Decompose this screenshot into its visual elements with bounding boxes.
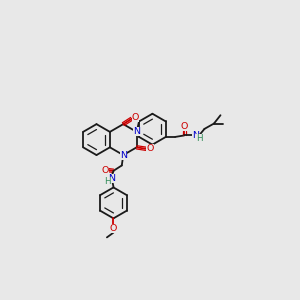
Text: N: N xyxy=(120,151,127,160)
Text: N: N xyxy=(133,128,140,136)
Text: O: O xyxy=(101,166,109,175)
Text: H: H xyxy=(196,134,203,142)
Text: O: O xyxy=(146,144,154,153)
Text: N: N xyxy=(109,174,116,183)
Text: N: N xyxy=(192,130,199,140)
Text: O: O xyxy=(110,224,117,233)
Text: O: O xyxy=(181,122,188,131)
Text: H: H xyxy=(104,177,111,186)
Text: O: O xyxy=(132,113,139,122)
